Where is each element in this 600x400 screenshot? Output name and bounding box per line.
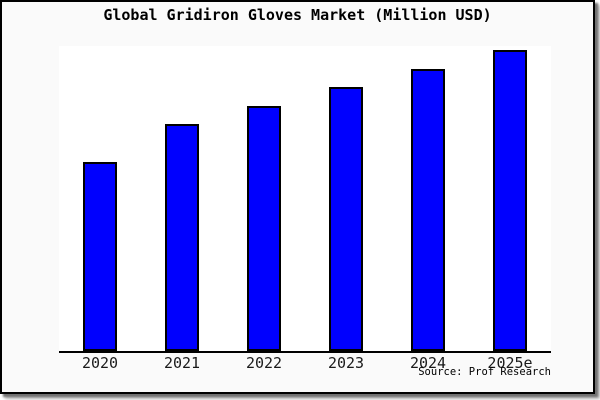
x-tick-label-2023: 2023 — [327, 354, 365, 372]
x-tick-label-2022: 2022 — [245, 354, 283, 372]
bar-2023 — [329, 87, 363, 351]
plot-area — [59, 46, 551, 353]
x-tick-label-2021: 2021 — [163, 354, 201, 372]
x-axis-labels: 2020 2021 2022 2023 2024 2025e — [59, 355, 551, 373]
bar-slot-2024 — [387, 46, 469, 351]
bar-2024 — [411, 69, 445, 351]
bar-slot-2023 — [305, 46, 387, 351]
x-tick-label-2020: 2020 — [81, 354, 119, 372]
chart-title: Global Gridiron Gloves Market (Million U… — [103, 6, 492, 24]
bars-container — [59, 46, 551, 351]
chart-frame: Global Gridiron Gloves Market (Million U… — [0, 0, 595, 394]
bar-2020 — [83, 162, 117, 351]
bar-slot-2022 — [223, 46, 305, 351]
bar-slot-2025e — [469, 46, 551, 351]
bar-slot-2020 — [59, 46, 141, 351]
x-tick-label-2025e: 2025e — [487, 354, 533, 372]
bar-2025e — [493, 50, 527, 351]
bar-slot-2021 — [141, 46, 223, 351]
x-tick-label-2024: 2024 — [409, 354, 447, 372]
bar-2022 — [247, 106, 281, 351]
source-note: Source: Prof Research — [418, 366, 551, 378]
bar-2021 — [165, 124, 199, 351]
